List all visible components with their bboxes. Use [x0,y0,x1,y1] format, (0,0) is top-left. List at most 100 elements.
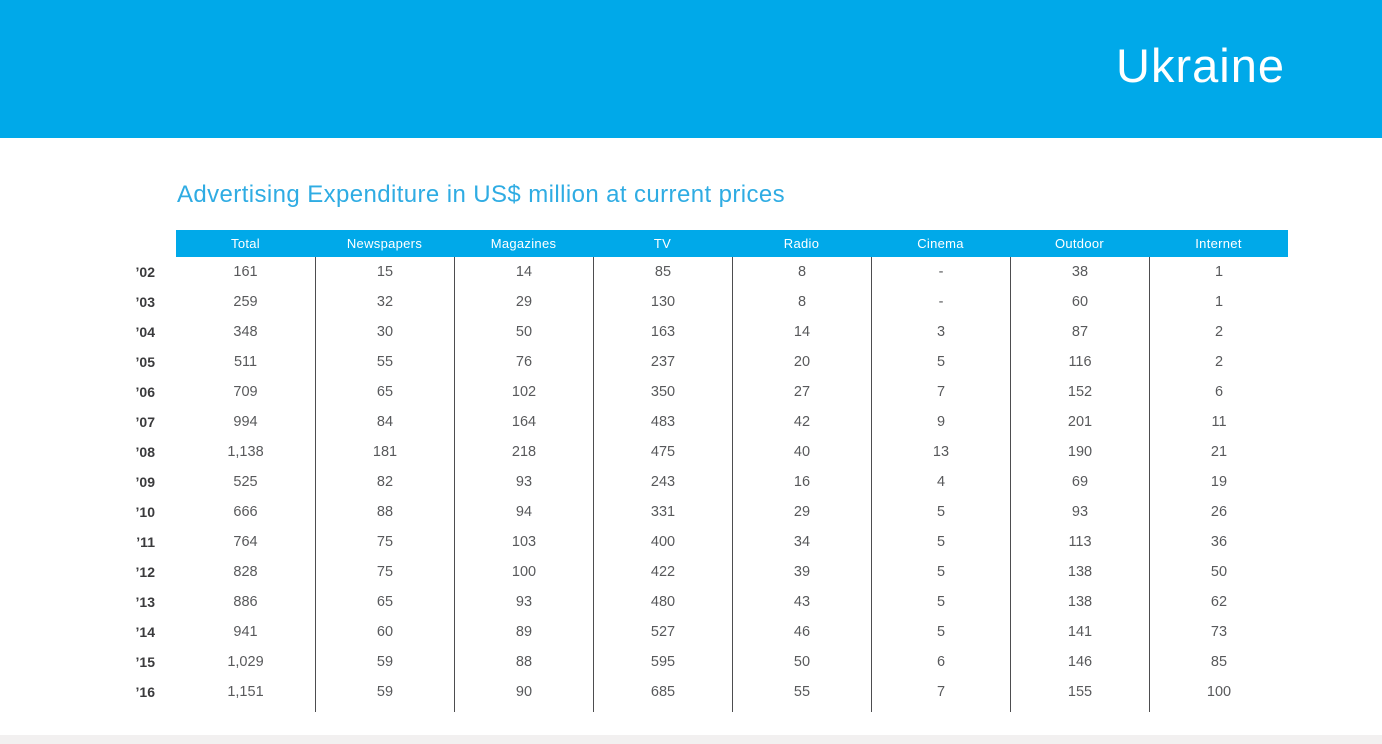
table-cell: 36 [1149,527,1288,557]
table-cell: 525 [233,474,258,490]
row-year-label: ’06 [135,384,155,400]
table-cell: 19 [1149,467,1288,497]
table-cell: 113 [1010,527,1149,557]
table-cell: 21 [1149,437,1288,467]
table-cell: 20 [732,347,871,377]
table-cell: 685 [593,677,732,707]
table-cell: 152 [1010,377,1149,407]
table-cell: 350 [593,377,732,407]
table-cell: 59 [315,647,454,677]
table-cell: 511 [233,354,258,370]
table-cell: 42 [732,407,871,437]
table-cell: 475 [593,437,732,467]
table-row: ’06 709 65 102 350 27 7 152 6 [120,377,1288,407]
table-cell: 50 [454,317,593,347]
table-cell: 14 [454,257,593,287]
table-cell: 65 [315,377,454,407]
table-cell: 6 [871,647,1010,677]
table-row: ’02 161 15 14 85 8-38 1 [120,257,1288,287]
table-cell: 87 [1010,317,1149,347]
table-cell: 138 [1010,557,1149,587]
table-row: ’05 511 55 76 237 20 5 116 2 [120,347,1288,377]
table-cell: 102 [454,377,593,407]
row-year-label: ’11 [136,534,155,550]
column-header-newspapers: Newspapers [346,236,423,251]
table-cell: 181 [315,437,454,467]
table-cell: 85 [1149,647,1288,677]
table-cell: 400 [593,527,732,557]
table-row: ’15 1,029 59 88 595 50 6 146 85 [120,647,1288,677]
table-cell: 422 [593,557,732,587]
table-header-row: Total Newspapers Magazines TV Radio Cinema Out… [176,230,1288,257]
table-cell: 8 [732,257,871,287]
table-cell: 32 [315,287,454,317]
table-cell: 161 [233,264,258,280]
table-cell: 27 [732,377,871,407]
table-cell: 9 [871,407,1010,437]
table-cell: 4 [871,467,1010,497]
table-cell: 164 [454,407,593,437]
table-cell: 29 [732,497,871,527]
table-body: ’02 161 15 14 85 8-38 1’03 259 32 29 130 8-60 1’04 34… [120,257,1288,712]
table-cell: 764 [233,534,258,550]
row-year-label: ’15 [135,654,155,670]
row-year-label: ’08 [135,444,155,460]
spacer-cell [1149,707,1288,712]
table-cell: 348 [233,324,258,340]
table-cell: 46 [732,617,871,647]
table-cell: 138 [1010,587,1149,617]
table-cell: 11 [1149,407,1288,437]
table-cell: 190 [1010,437,1149,467]
table-cell: 709 [233,384,258,400]
table-cell: 40 [732,437,871,467]
table-bottom-spacer [120,707,1288,712]
table-cell: 237 [593,347,732,377]
table-cell: 1,029 [227,654,264,670]
spacer-cell [176,707,315,712]
table-cell: 73 [1149,617,1288,647]
table-cell: - [871,287,1010,317]
table-cell: 218 [454,437,593,467]
table-cell: 84 [315,407,454,437]
table-cell: 88 [315,497,454,527]
spacer-cell [593,707,732,712]
table-cell: 89 [454,617,593,647]
table-cell: 155 [1010,677,1149,707]
table-row: ’12 828 75 100 422 39 5 138 50 [120,557,1288,587]
row-year-label: ’14 [135,624,155,640]
table-row: ’07 994 84 164 483 42 9 201 11 [120,407,1288,437]
table-cell: 94 [454,497,593,527]
page-header-band: Ukraine [0,0,1382,138]
column-header-tv: TV [653,236,672,251]
table-cell: 5 [871,347,1010,377]
table-cell: - [871,257,1010,287]
table-cell: 941 [233,624,258,640]
table-cell: 55 [732,677,871,707]
table-cell: 62 [1149,587,1288,617]
table-cell: 65 [315,587,454,617]
spacer-cell [871,707,1010,712]
table-cell: 39 [732,557,871,587]
table-cell: 994 [233,414,258,430]
table-cell: 59 [315,677,454,707]
row-year-label: ’16 [135,684,155,700]
table-row: ’13 886 65 93 480 43 5 138 62 [120,587,1288,617]
table-cell: 93 [454,587,593,617]
table-cell: 146 [1010,647,1149,677]
row-year-label: ’09 [135,474,155,490]
row-year-label: ’13 [135,594,155,610]
table-cell: 480 [593,587,732,617]
table-cell: 259 [233,294,258,310]
table-cell: 116 [1010,347,1149,377]
spacer-cell [1010,707,1149,712]
table-cell: 1 [1149,287,1288,317]
section-title: Advertising Expenditure in US$ million a… [177,181,785,208]
table-cell: 93 [1010,497,1149,527]
table-cell: 103 [454,527,593,557]
spacer-cell [732,707,871,712]
table-cell: 130 [593,287,732,317]
table-cell: 2 [1149,317,1288,347]
table-cell: 5 [871,557,1010,587]
spacer-cell [454,707,593,712]
